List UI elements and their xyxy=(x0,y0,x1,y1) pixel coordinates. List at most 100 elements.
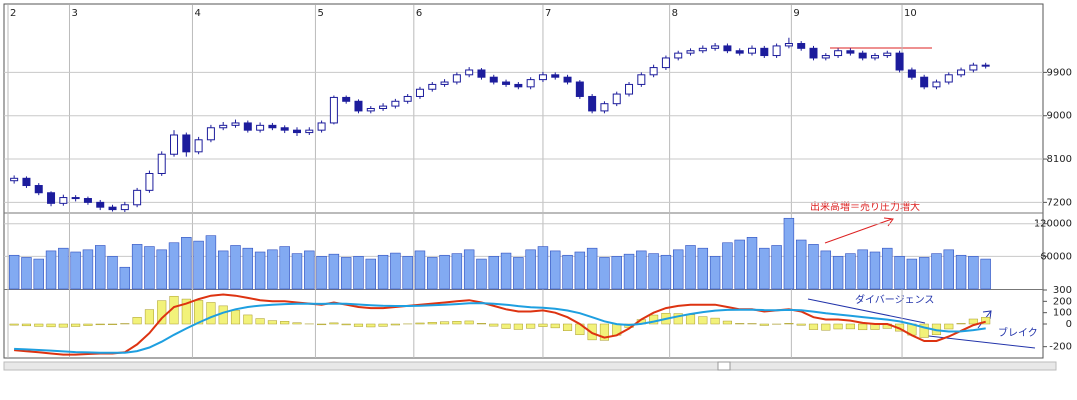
histogram-bar xyxy=(476,323,487,325)
volume-bar xyxy=(119,266,131,290)
candle-body xyxy=(502,81,511,85)
histogram-bar xyxy=(808,323,819,330)
volume-bar xyxy=(402,256,413,290)
volume-bar xyxy=(340,257,352,290)
histogram-bar xyxy=(218,305,228,325)
volume-bar xyxy=(574,251,586,290)
scrollbar[interactable] xyxy=(3,361,1057,371)
volume-bar xyxy=(562,254,573,290)
candle-body xyxy=(182,134,191,153)
arrow-head xyxy=(982,310,992,320)
volume-bar xyxy=(771,245,782,290)
volume-bar xyxy=(943,249,954,290)
y-tick-label: 300 xyxy=(1053,285,1072,296)
volume-bar xyxy=(488,256,499,290)
volume-bar xyxy=(390,252,401,290)
histogram-bar xyxy=(415,322,425,325)
candle-body xyxy=(157,153,166,174)
volume-bar xyxy=(463,249,475,290)
histogram-bar xyxy=(821,323,831,331)
volume-bar xyxy=(795,239,807,290)
candle-body xyxy=(538,74,547,81)
x-tick-label: 9 xyxy=(793,8,799,19)
histogram-bar xyxy=(784,323,794,325)
candle-body xyxy=(969,64,978,71)
volume-bar xyxy=(820,250,832,290)
histogram-bar xyxy=(34,323,44,327)
volume-bar xyxy=(980,258,991,290)
candle-body xyxy=(194,139,203,153)
histogram-bar xyxy=(21,323,32,327)
volume-bar xyxy=(759,247,770,290)
volume-bar xyxy=(217,250,229,290)
volume-bar xyxy=(45,250,57,290)
volume-bar xyxy=(414,250,426,290)
candle-body xyxy=(514,83,523,88)
histogram-bar xyxy=(968,318,978,325)
volume-bar xyxy=(857,249,868,290)
histogram-bar xyxy=(353,323,364,327)
candle-body xyxy=(784,43,793,47)
candle-body xyxy=(452,74,461,83)
candle-body xyxy=(231,122,240,126)
candle-body xyxy=(22,177,31,187)
y-tick-label: 200 xyxy=(1053,296,1072,307)
x-tick-label: 10 xyxy=(904,8,917,19)
y-tick-label: 9900 xyxy=(1047,67,1072,78)
volume-bar xyxy=(623,253,635,290)
histogram-bar xyxy=(956,323,966,325)
histogram-bar xyxy=(796,323,806,326)
volume-bar xyxy=(254,251,266,290)
histogram-bar xyxy=(378,323,388,327)
y-tick-label: 9000 xyxy=(1047,111,1072,122)
volume-bar xyxy=(365,258,376,290)
histogram-bar xyxy=(230,310,241,325)
volume-bar xyxy=(636,250,647,290)
volume-bar xyxy=(353,256,364,290)
candle-body xyxy=(440,81,449,85)
candle-body xyxy=(981,64,990,67)
volume-bar xyxy=(734,239,745,290)
volume-bar xyxy=(82,249,94,290)
candle-body xyxy=(317,122,326,131)
histogram-bar xyxy=(649,314,659,325)
candle-body xyxy=(944,74,953,83)
histogram-bar xyxy=(562,323,573,331)
candle-body xyxy=(674,52,683,59)
candle-body xyxy=(329,96,338,124)
histogram-bar xyxy=(981,317,991,325)
histogram-bar xyxy=(144,309,154,325)
candle-body xyxy=(47,192,56,204)
y-tick-label: 100 xyxy=(1053,308,1072,319)
volume-bar xyxy=(451,253,463,290)
y-tick-label: 8100 xyxy=(1047,154,1072,165)
candle-body xyxy=(391,100,400,107)
histogram-bar xyxy=(452,321,462,325)
candle-body xyxy=(428,83,437,90)
histogram-bar xyxy=(46,323,56,328)
candle-body xyxy=(870,55,879,59)
candle-body xyxy=(600,103,609,112)
volume-bar xyxy=(21,257,32,290)
volume-bar xyxy=(8,254,20,290)
histogram-bar xyxy=(538,323,548,327)
volume-bar xyxy=(242,247,254,290)
divergence-line xyxy=(807,298,926,324)
annotation-arrow xyxy=(824,218,893,244)
histogram-bar xyxy=(919,323,929,338)
volume-bar xyxy=(193,240,204,290)
volume-bar xyxy=(107,256,118,290)
volume-bar xyxy=(537,246,549,290)
histogram-bar xyxy=(698,316,708,325)
volume-bar xyxy=(882,247,893,290)
volume-bar xyxy=(279,246,290,290)
histogram-bar xyxy=(181,298,191,325)
candle-body xyxy=(735,50,744,54)
volume-bar xyxy=(550,250,561,290)
histogram-bar xyxy=(390,323,400,326)
scroll-thumb[interactable] xyxy=(717,361,731,371)
candle-body xyxy=(809,47,818,59)
x-tick-label: 5 xyxy=(317,8,323,19)
volume-bar xyxy=(968,256,979,290)
volume-bar xyxy=(58,247,69,290)
